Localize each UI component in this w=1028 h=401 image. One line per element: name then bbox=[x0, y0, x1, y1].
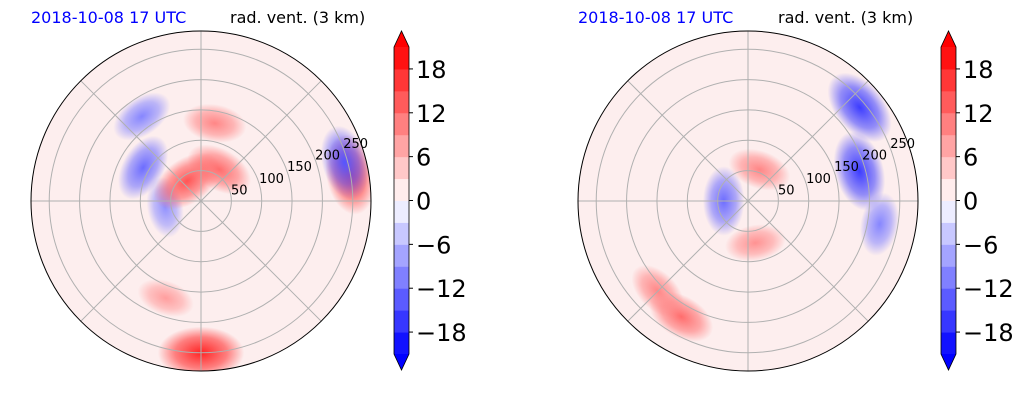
colorbar-segment bbox=[941, 266, 956, 289]
radial-tick-label: 100 bbox=[806, 172, 831, 187]
colorbar-extend-max bbox=[394, 31, 409, 47]
grid-spoke bbox=[627, 200, 749, 322]
colorbar-segment bbox=[941, 310, 956, 333]
radial-tick-label: 250 bbox=[343, 137, 368, 152]
colorbar-tick-label: 6 bbox=[416, 144, 431, 172]
positive-blob bbox=[183, 103, 247, 143]
right-panel-title-time: 2018-10-08 17 UTC bbox=[578, 8, 734, 27]
right-panel: 2018-10-08 17 UTC rad. vent. (3 km) 50 10… bbox=[547, 0, 1028, 401]
colorbar-segment bbox=[941, 200, 956, 223]
grid-spoke bbox=[200, 80, 322, 202]
polar-frame bbox=[30, 30, 372, 372]
colorbar-segment bbox=[394, 134, 409, 158]
radial-tick-label: 100 bbox=[259, 172, 284, 187]
polar-grid bbox=[578, 31, 918, 371]
colorbar-tick-label: −6 bbox=[963, 231, 998, 259]
positive-blob bbox=[725, 224, 786, 262]
colorbar-tick-label: 6 bbox=[963, 144, 978, 172]
colorbar-segment bbox=[941, 332, 956, 355]
colorbar-segment bbox=[941, 288, 956, 311]
colorbar: 18 12 6 0 −6 −12 −18 bbox=[940, 30, 1014, 371]
colorbar-tick-label: −18 bbox=[416, 319, 467, 347]
colorbar-segment bbox=[394, 332, 409, 355]
colorbar-segment bbox=[941, 244, 956, 267]
colorbar-outline bbox=[393, 30, 410, 371]
colorbar-segment bbox=[941, 68, 956, 92]
grid-spoke bbox=[80, 200, 202, 322]
colorbar-segment bbox=[394, 112, 409, 136]
positive-blob bbox=[137, 278, 194, 317]
colorbar-extend-min bbox=[394, 354, 409, 370]
left-panel: 2018-10-08 17 UTC rad. vent. (3 km) 50 10… bbox=[30, 8, 467, 372]
left-panel-title-variable: rad. vent. (3 km) bbox=[230, 8, 366, 27]
colorbar-tick-label: 12 bbox=[963, 100, 994, 128]
colorbar-segment bbox=[941, 134, 956, 158]
colorbar: 18 12 6 0 −6 −12 −18 bbox=[393, 30, 467, 371]
colorbar-tick-label: −6 bbox=[416, 231, 451, 259]
colorbar-segment bbox=[394, 156, 409, 180]
colorbar-tick-label: −12 bbox=[416, 275, 467, 303]
colorbar-tick-label: 18 bbox=[963, 56, 994, 84]
colorbar-segment bbox=[941, 222, 956, 245]
radial-tick-label: 250 bbox=[890, 137, 915, 152]
radial-tick-label: 200 bbox=[862, 149, 887, 164]
colorbar-outline bbox=[940, 30, 957, 371]
negative-blob bbox=[860, 192, 900, 256]
colorbar-tick-label: −12 bbox=[963, 275, 1014, 303]
colorbar-segment bbox=[394, 310, 409, 333]
positive-blob bbox=[728, 148, 791, 191]
radial-tick-label: 150 bbox=[834, 160, 859, 175]
colorbar-tick-label: 0 bbox=[416, 188, 431, 216]
colorbar-tick-label: −18 bbox=[963, 319, 1014, 347]
left-panel-title-time: 2018-10-08 17 UTC bbox=[31, 8, 187, 27]
radial-tick-label: 50 bbox=[778, 183, 795, 198]
colorbar-segment bbox=[394, 200, 409, 223]
negative-blob bbox=[827, 72, 892, 143]
colorbar-segment bbox=[394, 288, 409, 311]
grid-spoke bbox=[80, 80, 202, 202]
polar-frame bbox=[577, 30, 919, 372]
polar-grid bbox=[31, 31, 371, 371]
colorbar-extend-max bbox=[941, 31, 956, 47]
colorbar-extend-min bbox=[941, 354, 956, 370]
colorbar-segment bbox=[394, 244, 409, 267]
colorbar-segment bbox=[394, 90, 409, 114]
colorbar-segment bbox=[394, 266, 409, 289]
colorbar-tick-label: 12 bbox=[416, 100, 447, 128]
colorbar-segment bbox=[941, 90, 956, 114]
colorbar-tick-label: 0 bbox=[963, 188, 978, 216]
radial-tick-label: 50 bbox=[231, 183, 248, 198]
colorbar-segment bbox=[941, 112, 956, 136]
radial-tick-label: 150 bbox=[287, 160, 312, 175]
negative-blob bbox=[320, 125, 369, 200]
colorbar-segment bbox=[941, 178, 956, 201]
colorbar-segment bbox=[394, 47, 409, 70]
right-panel-title-variable: rad. vent. (3 km) bbox=[778, 8, 914, 27]
grid-spoke bbox=[747, 200, 869, 322]
colorbar-segment bbox=[394, 68, 409, 92]
colorbar-segment bbox=[941, 156, 956, 180]
grid-spoke bbox=[747, 80, 869, 202]
positive-blob bbox=[187, 144, 252, 195]
colorbar-segment bbox=[941, 47, 956, 70]
radial-tick-label: 200 bbox=[315, 149, 340, 164]
colorbar-segment bbox=[394, 178, 409, 201]
colorbar-tick-label: 18 bbox=[416, 56, 447, 84]
negative-blob bbox=[833, 131, 886, 211]
grid-spoke bbox=[627, 80, 749, 202]
colorbar-segment bbox=[394, 222, 409, 245]
grid-spoke bbox=[200, 200, 322, 322]
